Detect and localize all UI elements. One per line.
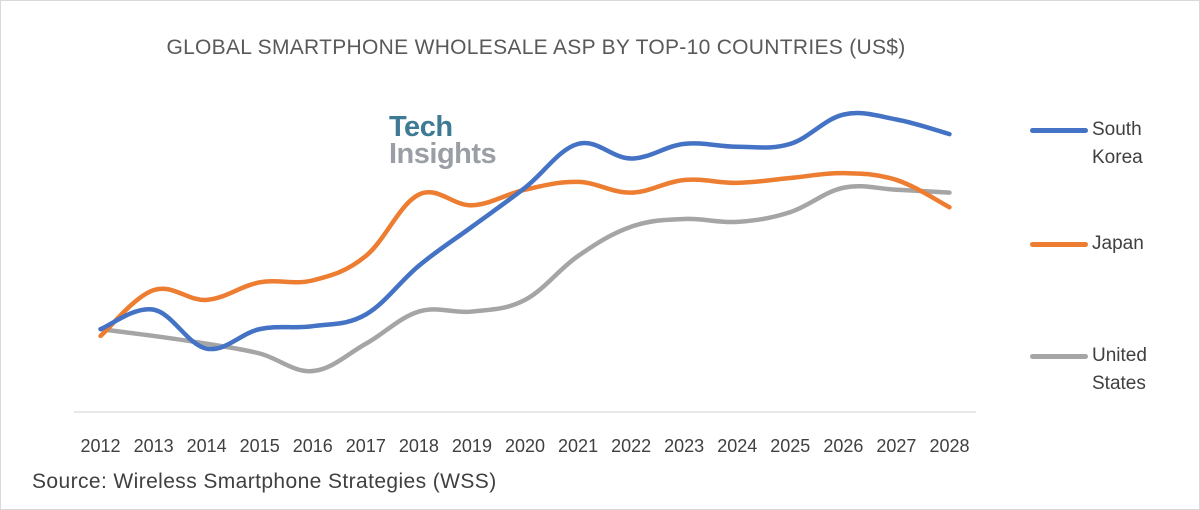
x-tick-2017: 2017 bbox=[346, 436, 386, 456]
series-line-south-korea bbox=[98, 110, 952, 352]
logo-line-2: Insights bbox=[389, 138, 497, 170]
legend-label-united-states-line1: United bbox=[1092, 345, 1147, 366]
x-tick-2018: 2018 bbox=[399, 436, 439, 456]
legend-swatch-united-states bbox=[1030, 354, 1088, 359]
x-tick-2026: 2026 bbox=[823, 436, 863, 456]
chart-title: GLOBAL SMARTPHONE WHOLESALE ASP BY TOP-1… bbox=[166, 36, 906, 59]
x-tick-labels: 2012 2013 2014 2015 2016 2017 2018 2019 2020 2021… bbox=[81, 436, 970, 456]
x-tick-2019: 2019 bbox=[452, 436, 492, 456]
x-tick-2016: 2016 bbox=[293, 436, 333, 456]
series-layer bbox=[98, 110, 952, 374]
x-tick-2020: 2020 bbox=[505, 436, 545, 456]
x-tick-2025: 2025 bbox=[770, 436, 810, 456]
legend-label-south-korea-line2: Korea bbox=[1092, 147, 1143, 168]
x-tick-2022: 2022 bbox=[611, 436, 651, 456]
series-line-united-states bbox=[98, 183, 952, 374]
legend-label-japan: Japan bbox=[1092, 233, 1144, 254]
legend-label-united-states: United States bbox=[1092, 342, 1192, 398]
x-tick-2012: 2012 bbox=[81, 436, 121, 456]
legend-swatch-japan bbox=[1030, 242, 1088, 247]
techinsights-logo: Tech Insights bbox=[389, 111, 497, 170]
x-tick-2013: 2013 bbox=[134, 436, 174, 456]
x-tick-2015: 2015 bbox=[240, 436, 280, 456]
x-tick-2028: 2028 bbox=[929, 436, 969, 456]
x-tick-2027: 2027 bbox=[876, 436, 916, 456]
legend-label-united-states-line2: States bbox=[1092, 373, 1146, 394]
legend-label-south-korea: South Korea bbox=[1092, 116, 1192, 172]
x-tick-2024: 2024 bbox=[717, 436, 757, 456]
legend-swatch-south-korea bbox=[1030, 128, 1088, 133]
x-tick-2023: 2023 bbox=[664, 436, 704, 456]
x-tick-2014: 2014 bbox=[187, 436, 227, 456]
source-note: Source: Wireless Smartphone Strategies (… bbox=[32, 470, 497, 493]
legend-label-south-korea-line1: South bbox=[1092, 119, 1142, 140]
x-tick-2021: 2021 bbox=[558, 436, 598, 456]
logo-line-1: Tech bbox=[389, 111, 453, 143]
